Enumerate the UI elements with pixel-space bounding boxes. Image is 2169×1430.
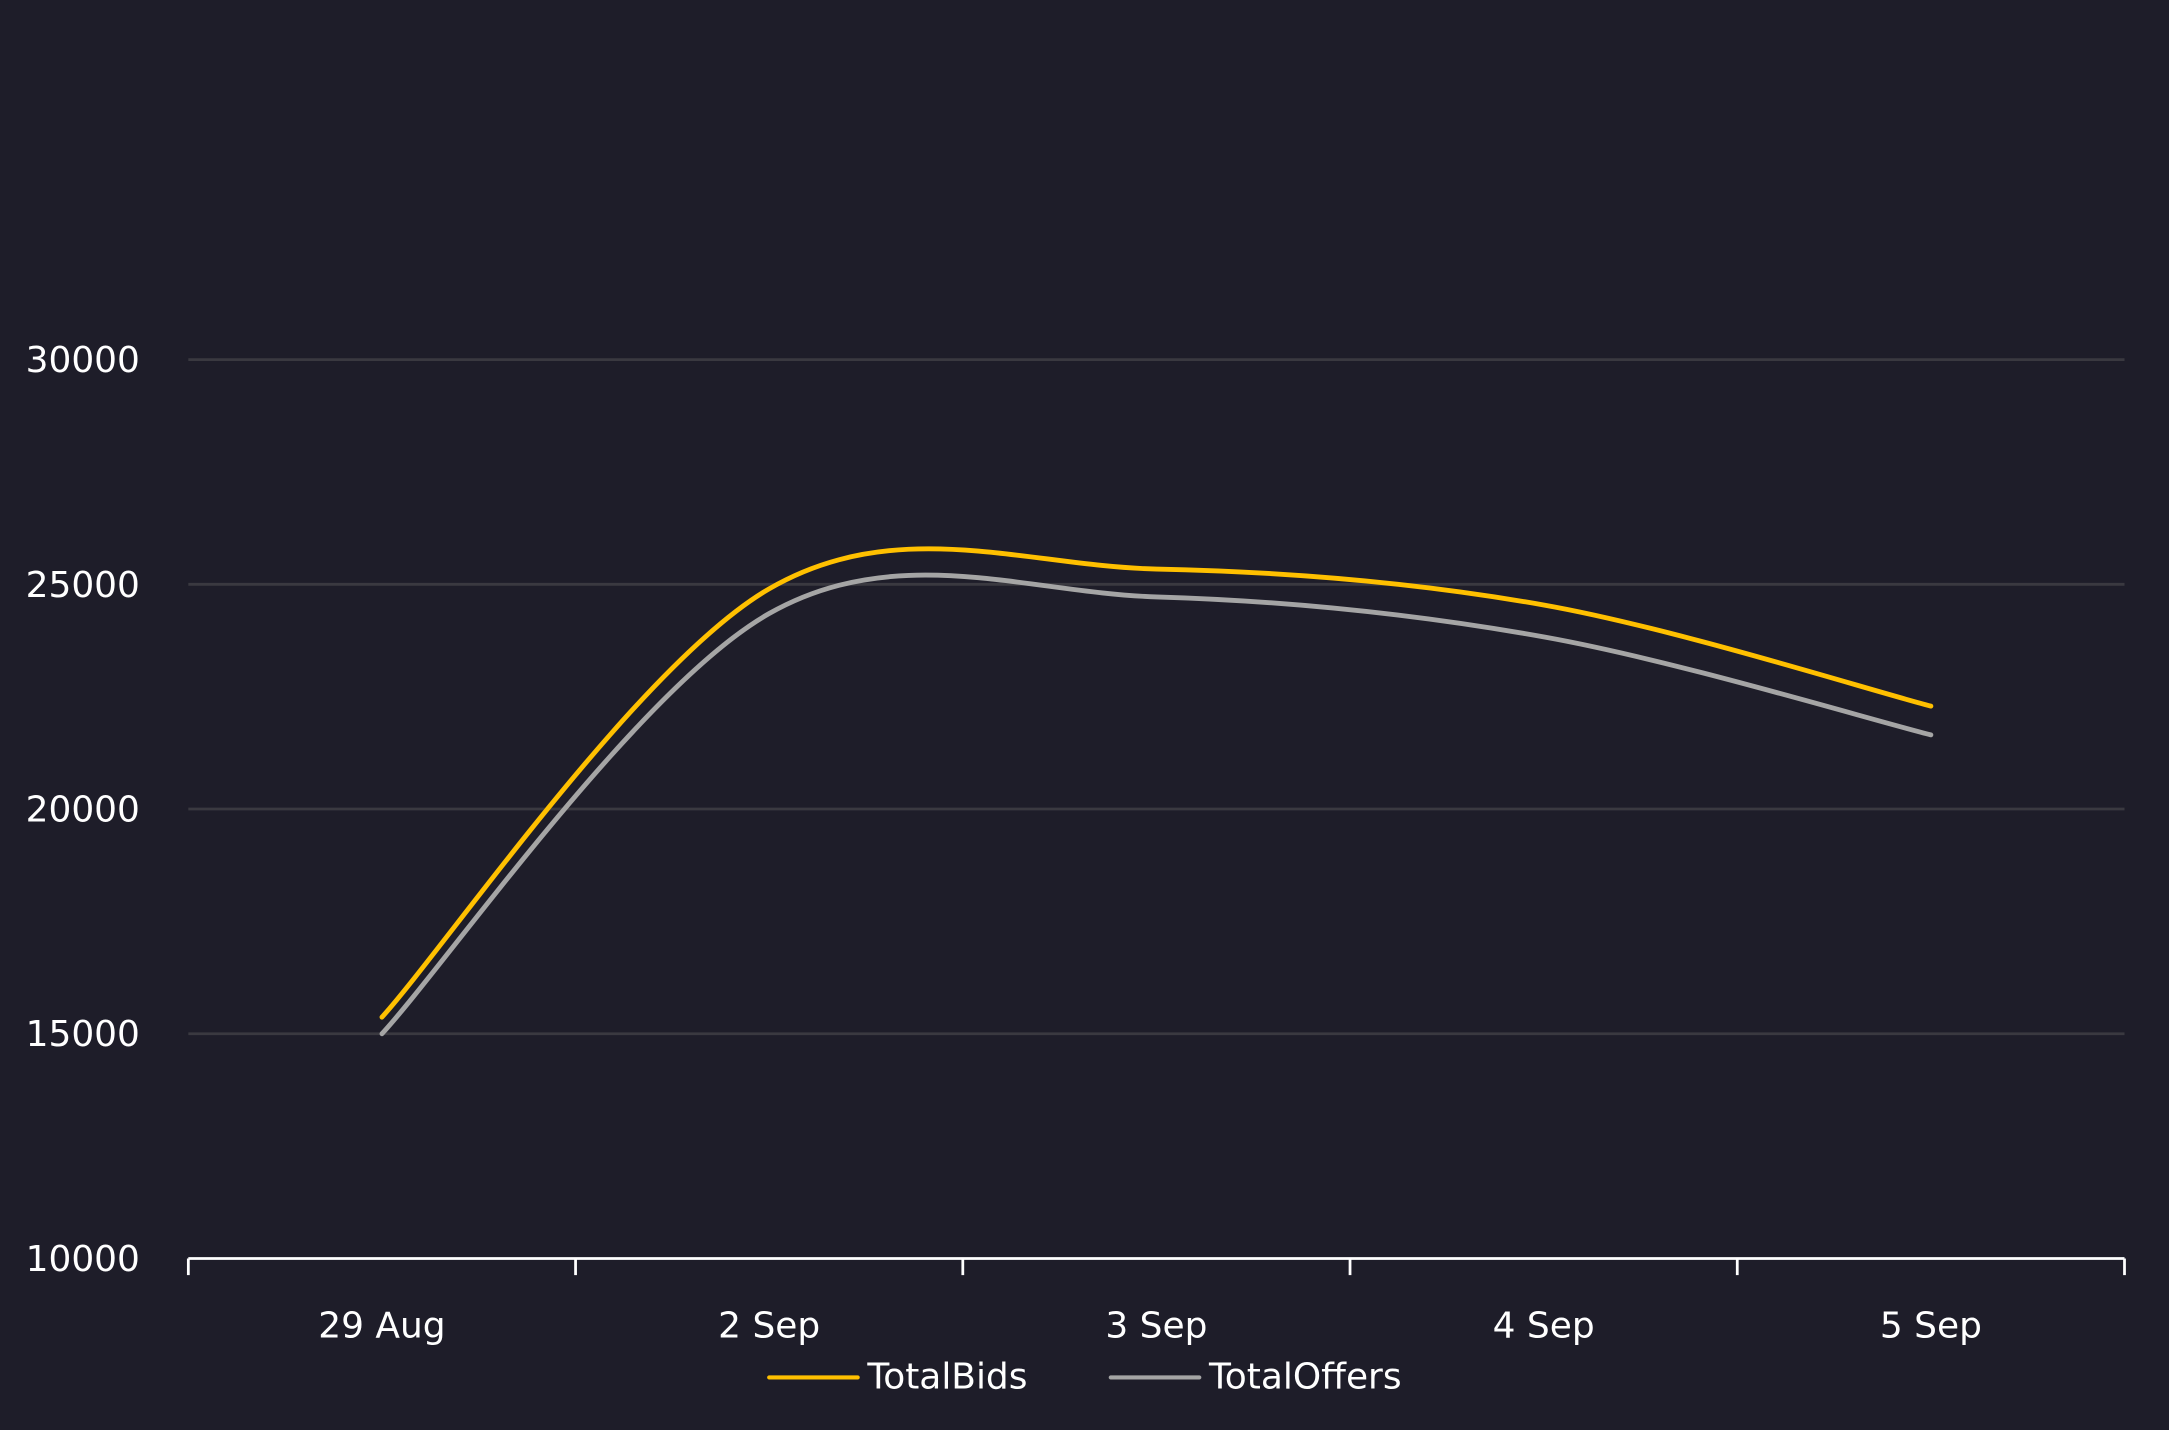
x-tick-label: 4 Sep <box>1493 1305 1595 1346</box>
legend-label-totalbids: TotalBids <box>866 1357 1027 1398</box>
legend-item-totaloffers[interactable]: TotalOffers <box>1108 1357 1402 1398</box>
y-axis-ticks: 10000 15000 20000 25000 30000 <box>26 340 140 1280</box>
y-tick-label: 25000 <box>26 565 140 606</box>
series-lines <box>379 546 1934 1037</box>
y-tick-label: 15000 <box>26 1014 140 1055</box>
legend: TotalBids TotalOffers <box>767 1357 1402 1398</box>
y-tick-label: 20000 <box>26 789 140 830</box>
x-axis-labels: 29 Aug 2 Sep 3 Sep 4 Sep 5 Sep <box>318 1305 1982 1346</box>
x-tick-label: 5 Sep <box>1880 1305 1982 1346</box>
y-tick-label: 10000 <box>26 1239 140 1280</box>
legend-item-totalbids[interactable]: TotalBids <box>767 1357 1027 1398</box>
gridlines <box>188 358 2125 1036</box>
x-tick-label: 2 Sep <box>718 1305 820 1346</box>
legend-label-totaloffers: TotalOffers <box>1208 1357 1402 1398</box>
y-tick-label: 30000 <box>26 340 140 381</box>
x-tick-label: 3 Sep <box>1105 1305 1207 1346</box>
x-axis <box>186 1257 2126 1276</box>
series-line-totaloffers <box>379 572 1934 1037</box>
x-tick-label: 29 Aug <box>318 1305 445 1346</box>
series-line-totalbids <box>379 546 1934 1020</box>
